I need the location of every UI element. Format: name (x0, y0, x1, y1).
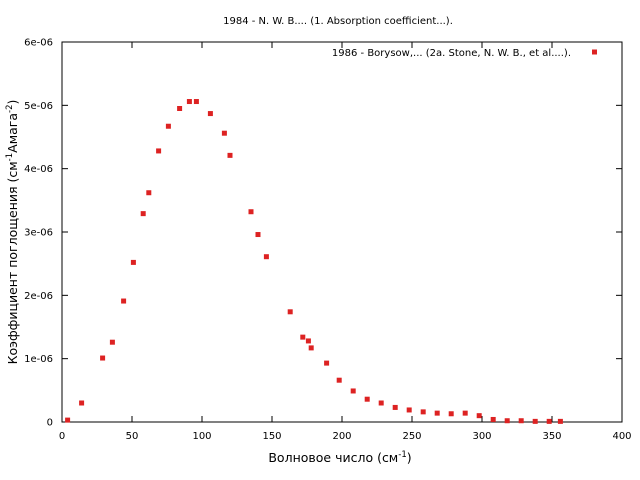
legend: 1986 - Borysow,... (2a. Stone, N. W. B.,… (332, 48, 597, 59)
data-point (420, 409, 426, 415)
chart-title: 1984 - N. W. B.... (1. Absorption coeffi… (223, 16, 453, 27)
y-tick-label: 3e-06 (24, 228, 53, 239)
data-point (130, 259, 136, 265)
data-point (193, 99, 199, 105)
data-point (287, 309, 293, 315)
data-point (305, 338, 311, 344)
y-axis-label-mid: Амага (5, 113, 20, 153)
data-point (100, 355, 106, 361)
y-tick-label: 4e-06 (24, 164, 53, 175)
y-axis-label-main: Коэффициент поглощения (см (5, 161, 20, 364)
x-axis-label: Волновое число (см-1) (268, 450, 411, 465)
data-point (504, 418, 510, 424)
data-point (165, 123, 171, 129)
data-point (518, 418, 524, 424)
data-point (263, 254, 269, 260)
data-point (79, 400, 85, 406)
y-axis: 0 1e-06 2e-06 3e-06 4e-06 5e-06 6e-06 (24, 38, 622, 429)
data-point (324, 360, 330, 366)
data-point (392, 404, 398, 410)
x-tick-label: 100 (192, 431, 211, 442)
data-point (221, 130, 227, 136)
x-axis-label-sup: -1 (398, 450, 406, 460)
y-tick-label: 0 (47, 418, 53, 429)
y-tick-label: 1e-06 (24, 354, 53, 365)
data-point (186, 99, 192, 105)
data-point (532, 418, 538, 424)
data-point (248, 209, 254, 215)
data-point (308, 345, 314, 351)
data-point (378, 400, 384, 406)
x-tick-label: 50 (126, 431, 139, 442)
data-point (177, 106, 183, 111)
x-tick-label: 350 (542, 431, 561, 442)
x-axis-label-main: Волновое число (см (268, 450, 398, 465)
data-point (476, 413, 482, 419)
data-point (146, 190, 152, 196)
data-point (140, 211, 146, 217)
data-point (406, 407, 412, 413)
x-tick-label: 300 (472, 431, 491, 442)
legend-label: 1986 - Borysow,... (2a. Stone, N. W. B.,… (332, 48, 571, 59)
y-axis-label: Коэффициент поглощения (см-1Амага-2) (5, 100, 20, 365)
data-point (434, 410, 440, 416)
data-point (109, 339, 115, 345)
y-axis-label-tail: ) (5, 100, 20, 105)
x-tick-label: 150 (262, 431, 281, 442)
x-axis-label-tail: ) (407, 450, 412, 465)
data-point (121, 298, 127, 304)
data-point (364, 396, 370, 402)
data-point (448, 411, 454, 417)
data-point (207, 111, 213, 117)
y-tick-label: 5e-06 (24, 101, 53, 112)
x-axis: 0 50 100 150 200 250 300 350 400 (59, 42, 632, 442)
data-point (65, 417, 71, 423)
data-point (300, 334, 306, 340)
y-tick-label: 6e-06 (24, 38, 53, 49)
data-point (350, 388, 356, 394)
data-point (546, 418, 552, 424)
data-point (490, 416, 496, 422)
data-point (462, 410, 468, 416)
data-point (255, 232, 261, 238)
x-tick-label: 0 (59, 431, 65, 442)
y-tick-label: 2e-06 (24, 291, 53, 302)
plot-frame (61, 41, 623, 423)
data-point (557, 418, 563, 424)
data-point (156, 148, 162, 154)
y-axis-label-sup1: -1 (5, 153, 15, 161)
data-points (65, 99, 563, 424)
y-axis-label-sup2: -2 (5, 104, 15, 112)
x-tick-label: 250 (402, 431, 421, 442)
data-point (336, 377, 342, 383)
x-tick-label: 200 (332, 431, 351, 442)
legend-marker (592, 49, 597, 55)
x-tick-label: 400 (612, 431, 631, 442)
data-point (227, 152, 233, 158)
